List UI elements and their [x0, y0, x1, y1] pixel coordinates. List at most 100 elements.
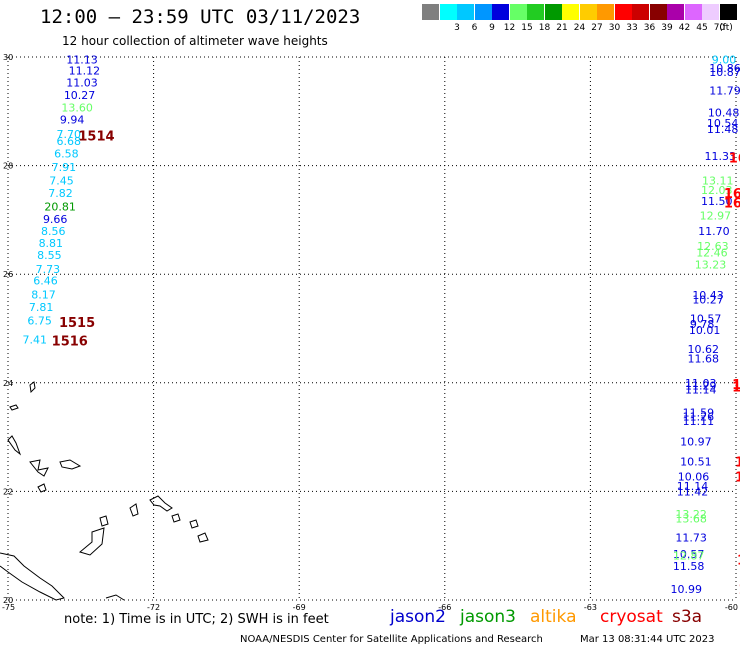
caribbean-island-coastline [9, 404, 19, 411]
wave-height-label: 12.87 [673, 549, 705, 562]
caribbean-island-coastline [189, 519, 199, 529]
wave-height-label: 11.12 [69, 65, 101, 78]
caribbean-island-coastline [149, 495, 173, 512]
satellite-name-jason3: jason3 [460, 607, 516, 627]
legend-label: 42 [678, 23, 691, 33]
wave-height-label: 6.75 [27, 314, 52, 327]
caribbean-island-coastline [197, 532, 209, 543]
legend-swatch [684, 4, 702, 20]
legend-label: 6 [471, 23, 478, 33]
legend-swatch [474, 4, 492, 20]
legend-label: 18 [538, 23, 551, 33]
wave-height-label: 8.81 [39, 237, 64, 250]
page-subtitle: 12 hour collection of altimeter wave hei… [62, 34, 328, 48]
legend-swatch [579, 4, 597, 20]
caribbean-island-coastline [105, 594, 125, 601]
pass-number-label: 1516 [52, 334, 88, 349]
latitude-tick-label: 22 [3, 487, 13, 496]
wave-height-label: 9.00 [712, 54, 737, 67]
wave-height-label: 10.27 [692, 294, 724, 307]
caribbean-island-coastline [29, 381, 36, 394]
wave-height-label: 11.48 [707, 123, 739, 136]
wave-height-label: 11.26 [683, 410, 715, 423]
wave-height-label: 8.55 [37, 249, 62, 262]
longitude-tick-label: -60 [725, 603, 738, 612]
wave-height-label: 7.73 [36, 263, 61, 276]
longitude-tick-label: -63 [584, 603, 597, 612]
wave-height-label: 10.99 [670, 583, 702, 596]
wave-height-label: 11.59 [683, 407, 715, 420]
wave-height-label: 7.82 [48, 187, 73, 200]
legend-unit: (ft) [719, 23, 733, 33]
pass-number-label: 1601 [732, 378, 740, 393]
wave-height-label: 10.57 [690, 313, 722, 326]
pass-number-label: 1515 [59, 316, 95, 331]
wave-height-label: 11.29 [685, 380, 717, 393]
wave-height-label: 9.78 [690, 318, 715, 331]
wave-height-label: 7.91 [52, 161, 77, 174]
pass-number-label: 1601 [732, 381, 740, 396]
wave-height-label: 10.01 [689, 324, 721, 337]
axis-tick-labels: 30 28 26 24 22 20-75 -72 -69 -66 -63 -60 [2, 53, 738, 612]
wave-height-label: 9.66 [43, 213, 68, 226]
wave-height-label: 12.63 [697, 240, 729, 253]
wave-height-label: 13.22 [675, 508, 707, 521]
wave-height-label: 11.11 [683, 415, 715, 428]
legend-label: 36 [643, 23, 656, 33]
wave-height-label: 10.86 [709, 62, 740, 75]
legend-label: 21 [556, 23, 568, 33]
wave-height-label: 12.97 [700, 210, 732, 223]
caribbean-island-coastline [78, 527, 105, 556]
caribbean-island-coastline [7, 435, 22, 456]
caribbean-island-coastline [171, 513, 181, 523]
legend-swatch [702, 4, 719, 20]
legend-swatch [614, 4, 632, 20]
wave-height-label: 10.43 [692, 289, 724, 302]
legend-label: 45 [696, 23, 708, 33]
legend-swatch [562, 4, 579, 20]
wave-height-label: 10.48 [708, 106, 740, 119]
legend-label: 15 [521, 23, 533, 33]
longitude-tick-label: -72 [147, 603, 160, 612]
wave-height-label: 11.03 [66, 77, 98, 90]
wave-height-label: 6.46 [33, 275, 58, 288]
satellite-name-s3a: s3a [672, 607, 703, 627]
pass-number-label: 1602 [724, 197, 740, 212]
wave-height-label: 7.45 [49, 174, 74, 187]
satellite-name-jason2: jason2 [390, 607, 446, 627]
wave-height-label: 7.81 [29, 301, 53, 314]
caribbean-island-coastline [59, 459, 82, 470]
latitude-tick-label: 20 [3, 596, 13, 605]
pass-number-label: 1514 [78, 130, 114, 145]
legend-label: 70 [713, 23, 726, 33]
wave-height-label: 11.14 [685, 383, 717, 396]
coastlines [0, 381, 209, 601]
latitude-tick-label: 28 [3, 162, 13, 171]
pass-number-label: 1605 [738, 583, 740, 598]
latitude-tick-label: 26 [3, 270, 13, 279]
wave-height-label: 8.17 [31, 288, 55, 301]
legend-swatch [649, 4, 667, 20]
legend-swatch [457, 4, 474, 20]
legend-swatch [544, 4, 562, 20]
pass-number-label: 1602 [729, 151, 740, 166]
legend-swatch [492, 4, 509, 20]
caribbean-island-coastline [129, 503, 139, 517]
wave-height-label: 11.50 [701, 195, 733, 208]
wave-height-label: 13.60 [61, 101, 93, 114]
page-title: 12:00 – 23:59 UTC 03/11/2023 [40, 6, 361, 28]
wave-height-label: 11.70 [698, 225, 730, 238]
wave-height-label: 11.73 [675, 532, 707, 545]
caribbean-island-coastline [37, 483, 47, 493]
caribbean-island-coastline [29, 459, 49, 477]
wave-height-label: 10.57 [673, 548, 705, 561]
caribbean-island-coastline [99, 515, 109, 527]
wave-height-label: 11.14 [677, 480, 709, 493]
wave-height-label: 7.41 [23, 333, 47, 346]
wave-height-label: 11.68 [687, 352, 719, 365]
wave-height-label: 11.33 [704, 150, 736, 163]
wave-height-label: 10.06 [678, 471, 710, 484]
latitude-tick-label: 30 [3, 53, 13, 62]
wave-height-label: 12.46 [696, 246, 728, 259]
legend-swatch [439, 4, 457, 20]
